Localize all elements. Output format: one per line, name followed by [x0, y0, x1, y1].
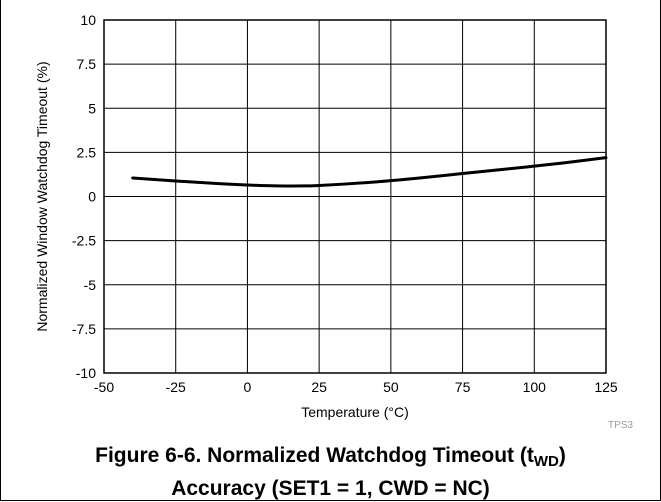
y-tick-label: -5: [84, 277, 97, 293]
y-tick-label: 0: [88, 189, 96, 205]
y-tick-label: 7.5: [77, 56, 97, 72]
y-tick-label: 10: [80, 12, 96, 28]
series-line: [131, 156, 608, 188]
x-tick-label: 100: [523, 379, 547, 395]
x-tick-label: -25: [166, 379, 186, 395]
figure-caption: Figure 6-6. Normalized Watchdog Timeout …: [0, 442, 661, 502]
caption-line-1-main: Figure 6-6. Normalized Watchdog Timeout …: [95, 444, 534, 467]
plot-area: [103, 19, 607, 374]
y-axis-label: Normalized Window Watchdog Timeout (%): [34, 61, 50, 331]
y-tick-label: -7.5: [72, 321, 96, 337]
y-tick-label: 2.5: [77, 144, 97, 160]
y-tick-label: -2.5: [72, 233, 96, 249]
x-tick-label: 25: [311, 379, 327, 395]
watermark-text: TPS3: [608, 420, 633, 431]
caption-line-1-end: ): [558, 444, 566, 467]
caption-line-1: Figure 6-6. Normalized Watchdog Timeout …: [0, 442, 661, 475]
x-axis-label: Temperature (°C): [301, 404, 409, 420]
x-tick-label: 125: [594, 379, 618, 395]
line-chart: -50 -25 0 25 50 75 100 125 10 7.5 5 2.5 0 -2.5 -5 -7.5 -…: [34, 12, 633, 431]
caption-subscript: WD: [533, 453, 559, 470]
x-tick-label: 75: [455, 379, 471, 395]
x-tick-label: -50: [94, 379, 114, 395]
y-tick-label: 5: [88, 100, 96, 116]
tick-labels: -50 -25 0 25 50 75 100 125 10 7.5 5 2.5 0 -2.5 -5 -7.5 -…: [72, 12, 618, 395]
x-tick-label: 0: [244, 379, 252, 395]
grid-lines: [103, 19, 607, 374]
y-tick-label: -10: [76, 365, 96, 381]
caption-line-2: Accuracy (SET1 = 1, CWD = NC): [171, 477, 490, 500]
x-tick-label: 50: [383, 379, 399, 395]
